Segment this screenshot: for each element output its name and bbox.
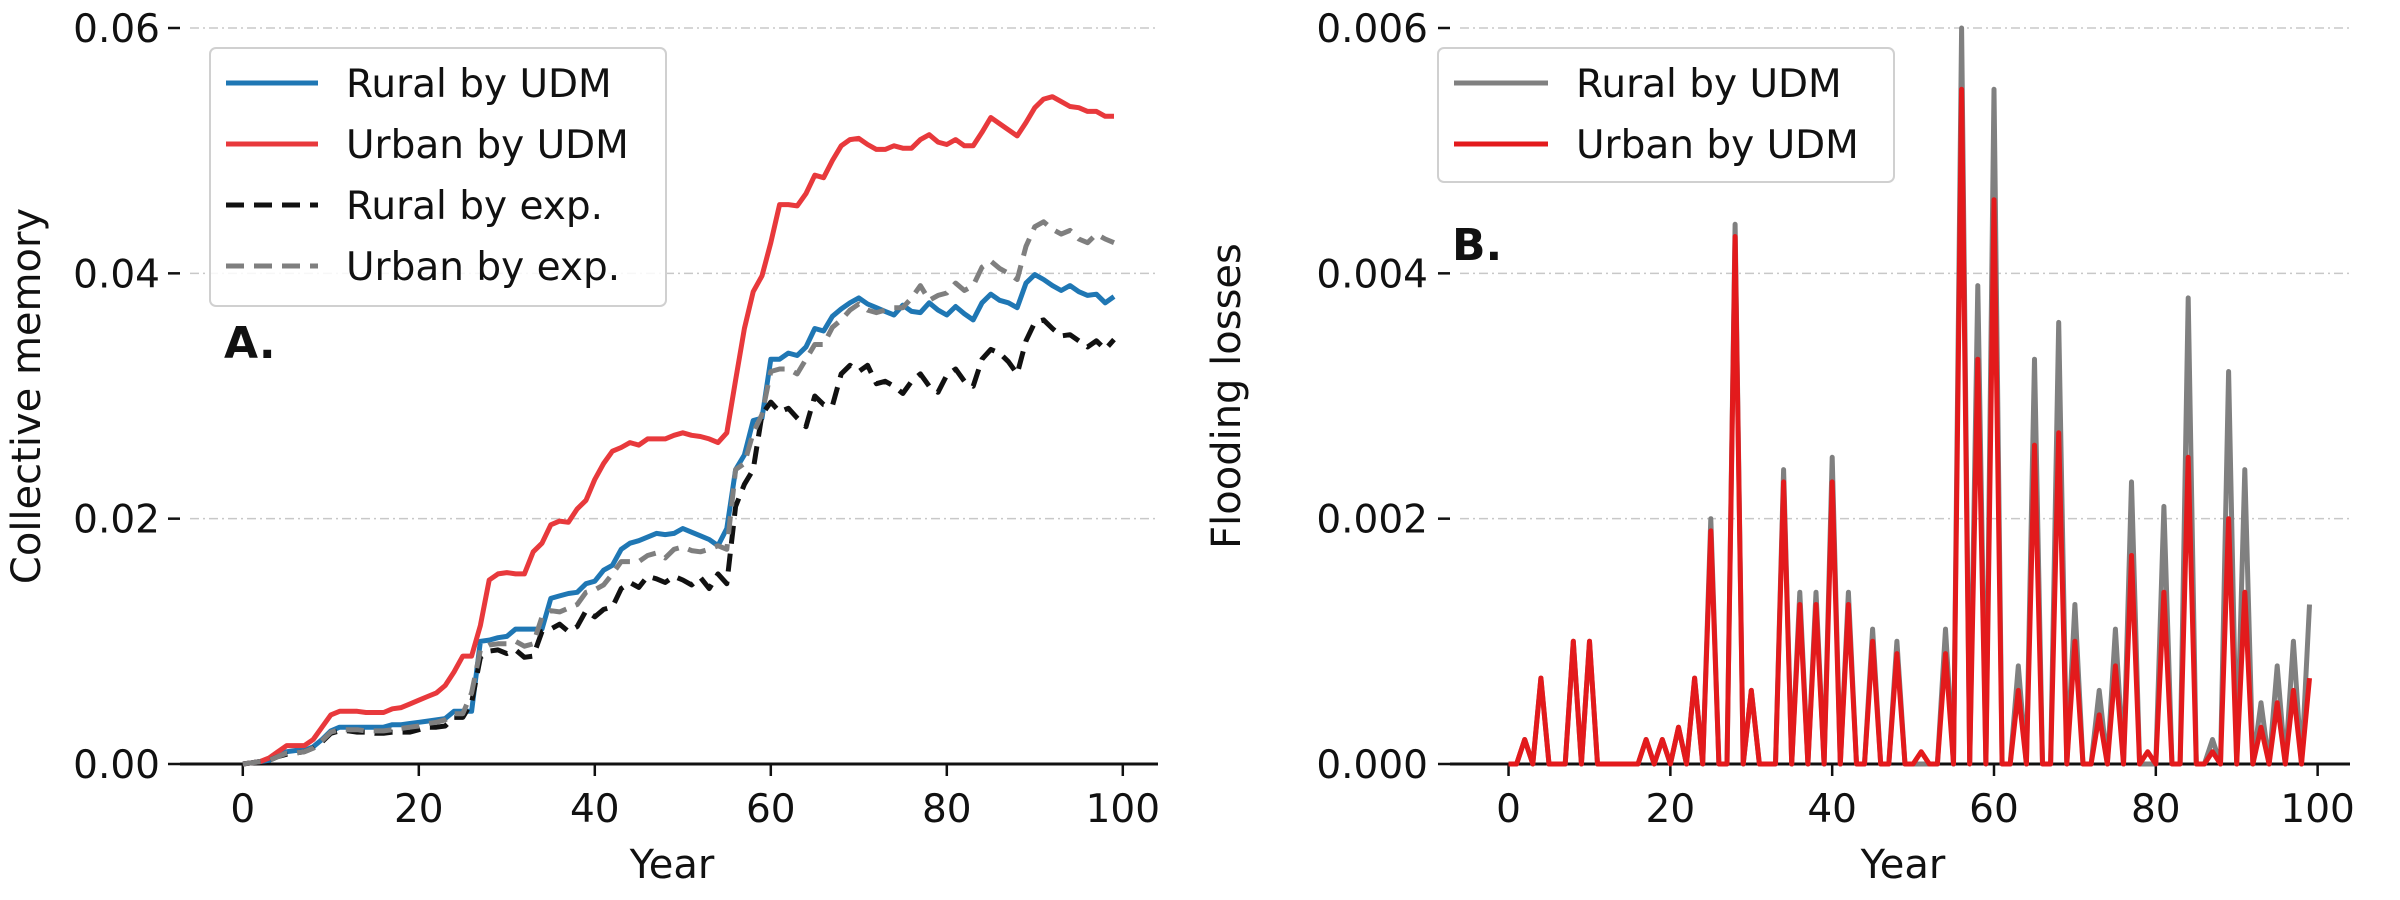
x-tick-label: 100 — [2280, 787, 2354, 832]
x-tick-label: 40 — [570, 787, 620, 832]
legend-box — [1437, 47, 1895, 183]
legend-box — [209, 47, 667, 307]
x-tick-label: 80 — [922, 787, 972, 832]
y-tick-label: 0.02 — [73, 498, 160, 543]
y-tick-label: 0.000 — [1316, 743, 1428, 788]
x-axis-title: Year — [629, 842, 715, 888]
x-tick-label: 80 — [2131, 787, 2181, 832]
x-tick-label: 0 — [1496, 787, 1521, 832]
legend-label: Rural by UDM — [1576, 62, 1842, 107]
series-line-urban-by-udm — [1508, 86, 2312, 767]
y-tick-label: 0.06 — [73, 7, 160, 52]
panel-a-memory-chart: 0.00 0.02 0.04 0.06 0 20 40 60 80 100 Year Collecti… — [4, 7, 1160, 888]
y-axis-title: Flooding losses — [1204, 243, 1250, 549]
legend: Rural by UDM Urban by UDM — [1437, 47, 1895, 183]
panel-b-flooding-chart: 0.000 0.002 0.004 0.006 0 20 40 60 80 100 Year Floo… — [1204, 7, 2355, 888]
legend-label: Urban by UDM — [1576, 123, 1859, 168]
y-tick-label: 0.00 — [73, 743, 160, 788]
series-line-urban-by-udm — [242, 94, 1114, 767]
x-axis-title: Year — [1860, 842, 1946, 888]
y-tick-label: 0.002 — [1316, 498, 1428, 543]
y-tick-label: 0.04 — [73, 252, 160, 297]
legend-label: Urban by UDM — [346, 123, 629, 168]
y-axis-title: Collective memory — [4, 208, 50, 584]
y-tick-label: 0.004 — [1316, 252, 1428, 297]
x-tick-label: 40 — [1807, 787, 1857, 832]
panel-label: B. — [1452, 220, 1502, 271]
x-tick-label: 60 — [746, 787, 796, 832]
y-tick-label: 0.006 — [1316, 7, 1428, 52]
legend-label: Rural by UDM — [346, 62, 612, 107]
panel-label: A. — [224, 318, 276, 369]
legend: Rural by UDM Urban by UDM Rural by exp. Urb… — [209, 47, 667, 307]
x-tick-label: 20 — [394, 787, 444, 832]
legend-label: Urban by exp. — [346, 245, 620, 290]
series-line-rural-by-exp — [242, 317, 1116, 767]
x-tick-label: 0 — [230, 787, 255, 832]
legend-label: Rural by exp. — [346, 184, 603, 229]
x-tick-label: 60 — [1969, 787, 2019, 832]
series-line-rural-by-udm — [242, 272, 1116, 767]
x-tick-label: 20 — [1646, 787, 1696, 832]
series-line-urban-by-exp — [242, 219, 1115, 767]
x-tick-label: 100 — [1086, 787, 1160, 832]
